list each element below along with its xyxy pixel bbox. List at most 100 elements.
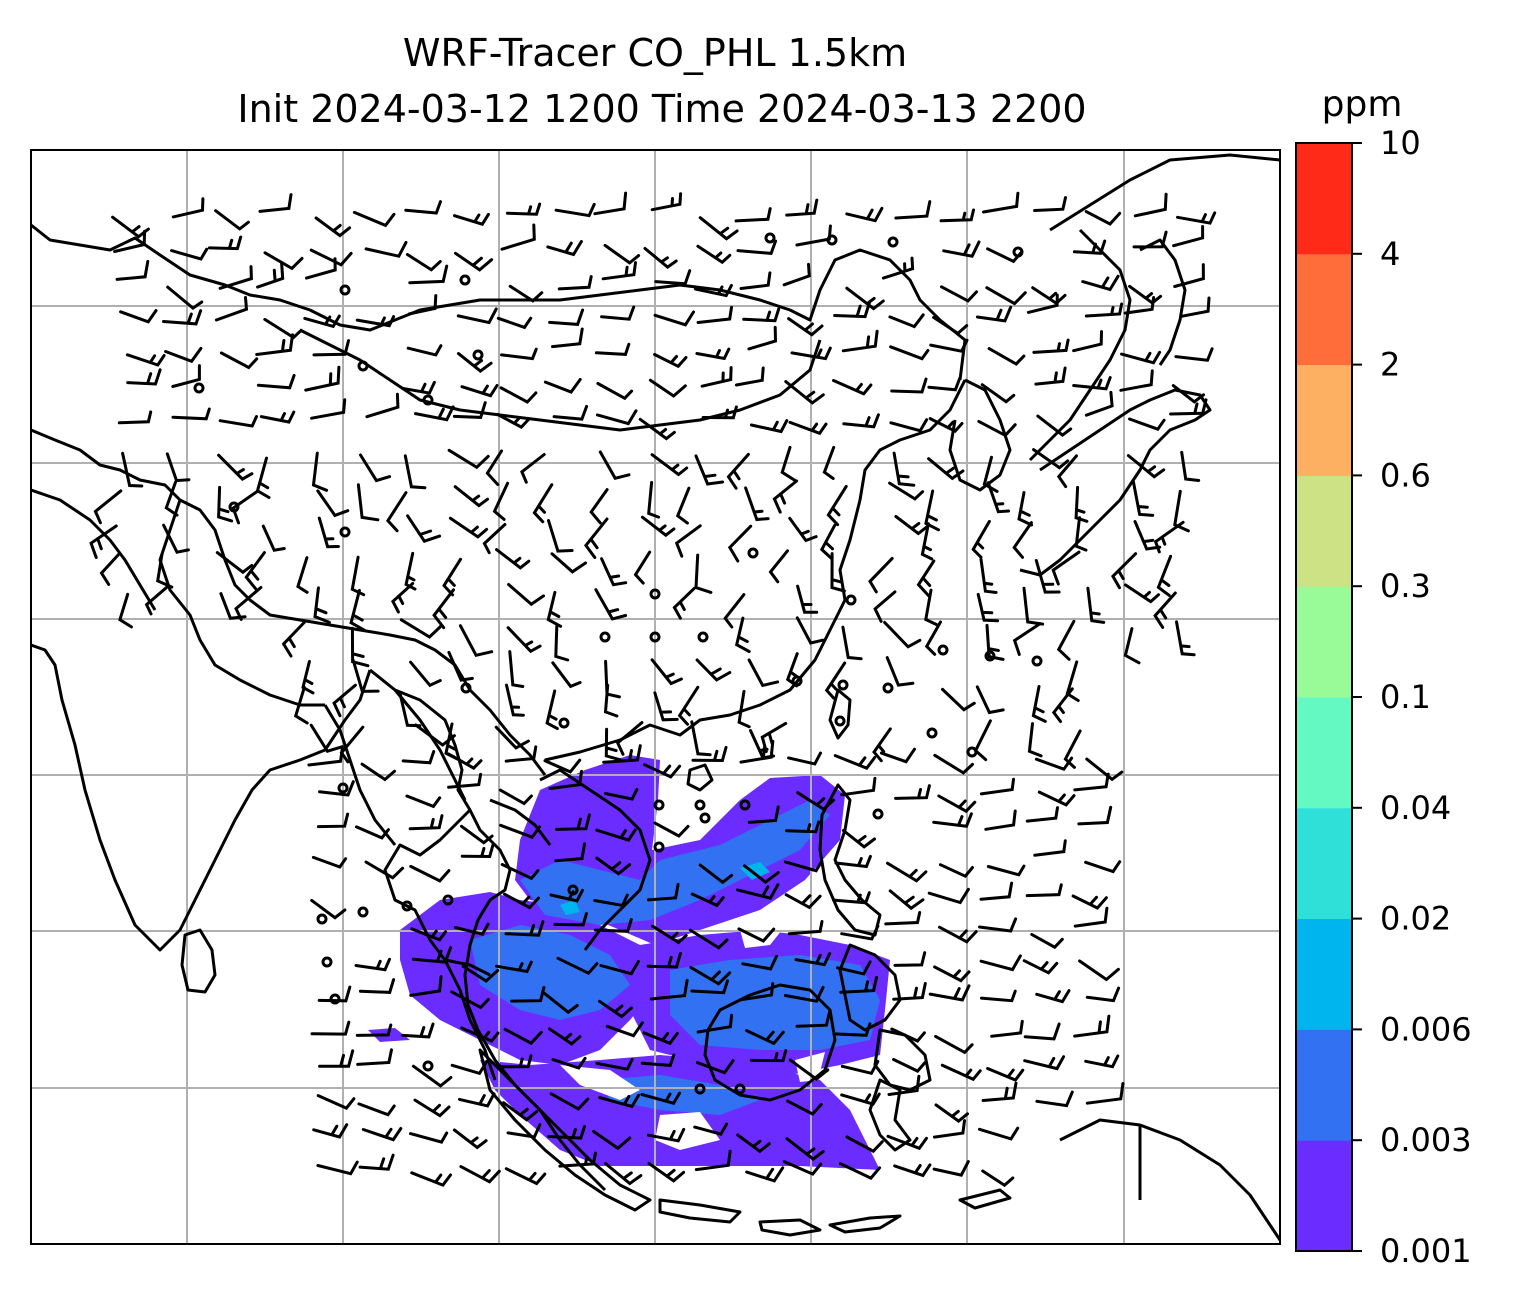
wind-barb	[690, 892, 725, 908]
wind-barb	[1111, 552, 1138, 590]
wind-barb	[788, 420, 828, 436]
wind-barb	[727, 524, 753, 563]
wind-barb	[1063, 729, 1082, 769]
wind-barb	[1153, 591, 1177, 629]
wind-barb	[653, 353, 688, 369]
wind-barb	[504, 745, 538, 763]
wind-barb	[982, 455, 999, 493]
wind-barb	[824, 661, 847, 700]
wind-barb	[840, 1092, 881, 1106]
wind-barb	[840, 1060, 880, 1076]
wind-barb	[690, 720, 712, 757]
wind-barb	[499, 386, 538, 404]
wind-barb	[1025, 806, 1059, 823]
wind-barb	[688, 928, 729, 950]
wind-barb	[595, 409, 638, 426]
wind-barb	[640, 515, 676, 538]
calm-wind-marker	[459, 274, 471, 286]
wind-barb	[787, 751, 822, 766]
plume-hole-2	[740, 920, 790, 948]
wind-barb	[839, 976, 878, 994]
calm-wind-marker	[649, 588, 661, 600]
wind-barb	[589, 488, 609, 525]
calm-wind-marker	[472, 349, 484, 361]
wind-barb	[156, 553, 174, 589]
coastline-java	[658, 1198, 742, 1224]
wind-barb	[932, 1119, 966, 1139]
wind-barb	[361, 1127, 403, 1142]
wind-barb	[1034, 756, 1074, 772]
wind-barb	[650, 192, 683, 212]
calm-wind-marker	[321, 956, 333, 968]
colorbar-swatch	[1296, 1140, 1352, 1252]
wind-barb	[554, 624, 570, 662]
wind-barb	[881, 256, 915, 280]
wind-barb	[549, 1092, 590, 1111]
wind-barb	[1123, 583, 1160, 604]
wind-barb	[927, 457, 965, 481]
wind-barb	[736, 239, 778, 255]
wind-barb	[647, 1162, 686, 1183]
wind-barb	[354, 957, 391, 972]
wind-barb	[171, 407, 211, 421]
calm-wind-marker	[442, 894, 454, 906]
wind-barb	[263, 251, 304, 271]
wind-barb	[1131, 480, 1155, 517]
wind-barb	[1133, 520, 1162, 551]
wind-barb	[595, 828, 637, 842]
wind-barb	[934, 1034, 974, 1055]
wind-barb	[937, 794, 977, 814]
coastline-russia-far-east	[1049, 153, 1280, 232]
border-myanmar	[323, 704, 397, 846]
wind-barb	[307, 747, 344, 767]
wind-barb	[234, 586, 263, 621]
wind-barb	[1173, 489, 1190, 533]
wind-barb	[317, 516, 340, 549]
wind-barb	[726, 452, 750, 490]
wind-barb	[1132, 230, 1168, 249]
wind-barb	[1081, 274, 1120, 292]
colorbar-ticks: 0.001 0.003 0.006 0.02 0.04 0.1 0.3 0.6 2 4 10	[1352, 124, 1472, 1270]
wind-barb	[745, 1166, 785, 1183]
wind-barb	[500, 863, 540, 881]
wind-barb	[892, 982, 927, 1001]
wind-barb	[833, 300, 872, 319]
wind-barb	[651, 924, 688, 945]
wind-barb	[1174, 347, 1214, 362]
wind-barb	[217, 453, 254, 481]
wind-barb	[391, 582, 415, 614]
wind-barb	[317, 985, 352, 1003]
wind-barb	[928, 417, 964, 434]
calm-wind-marker	[937, 644, 949, 656]
calm-wind-marker	[558, 717, 570, 729]
wind-barb	[1056, 619, 1076, 661]
wind-barb	[452, 1128, 488, 1150]
wind-barb	[739, 271, 772, 290]
wind-barb	[1012, 521, 1033, 559]
wind-barb	[506, 1123, 542, 1139]
wind-barb	[653, 310, 695, 327]
wind-barb	[940, 1063, 982, 1082]
calm-wind-marker	[329, 993, 341, 1005]
wind-barb	[313, 586, 331, 624]
wind-barb	[796, 791, 835, 812]
wind-barb	[977, 419, 1017, 438]
colorbar-swatch	[1296, 364, 1352, 476]
wind-barb	[885, 656, 915, 687]
wind-barb	[360, 762, 396, 782]
calm-wind-marker	[316, 913, 328, 925]
wind-barb	[1175, 620, 1196, 657]
wind-barb	[883, 620, 922, 649]
wind-barb	[1072, 239, 1107, 255]
wind-barb	[927, 376, 962, 392]
wind-barb	[548, 1027, 582, 1046]
wind-barb	[1032, 448, 1070, 470]
wind-barb	[786, 1099, 823, 1116]
wind-barb	[1034, 366, 1067, 386]
calm-wind-marker	[699, 812, 711, 824]
wind-barb	[403, 454, 427, 490]
wind-barb	[454, 251, 494, 272]
wind-barb	[1180, 296, 1211, 318]
wind-barb	[1073, 772, 1110, 792]
wind-barb	[920, 522, 934, 561]
